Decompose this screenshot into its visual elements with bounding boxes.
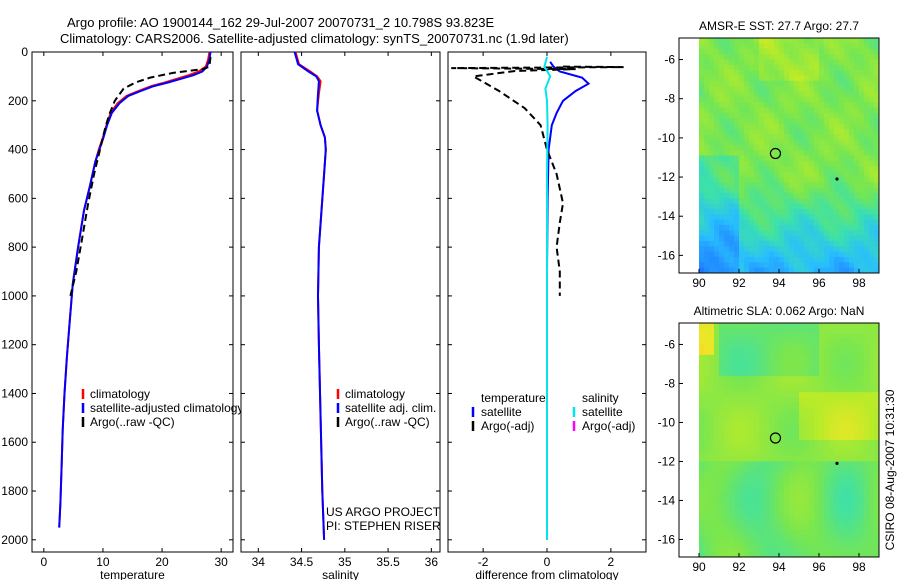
title-line-1: Argo profile: AO 1900144_162 29-Jul-2007… xyxy=(67,15,495,30)
title-line-2: Climatology: CARS2006. Satellite-adjuste… xyxy=(60,31,569,46)
y-tick-label: -12 xyxy=(658,454,676,468)
y-tick-label: -10 xyxy=(658,131,676,145)
legend-entry: satellite xyxy=(582,405,623,419)
x-tick-label: 10 xyxy=(96,555,110,569)
y-tick-label: 1800 xyxy=(1,484,28,498)
y-tick-label: -14 xyxy=(658,493,676,507)
y-tick-label: 600 xyxy=(8,191,28,205)
plot-frame-temperature xyxy=(31,51,234,553)
legend-entry: satellite adj. clim. xyxy=(345,401,436,415)
x-axis-label: difference from climatology xyxy=(475,568,618,580)
y-tick-label: -10 xyxy=(658,415,676,429)
y-tick-label: -8 xyxy=(664,92,675,106)
y-tick-label: 1200 xyxy=(1,338,28,352)
legend-entry: climatology xyxy=(90,387,150,401)
series-line-satellite-adjusted-climatology xyxy=(58,51,212,528)
annotation-text: US ARGO PROJECT xyxy=(326,505,441,519)
legend-entry: Argo(-adj) xyxy=(481,419,534,433)
annotation-text: PI: STEPHEN RISER xyxy=(326,519,441,533)
track-point-marker xyxy=(835,461,839,465)
x-axis-label: temperature xyxy=(100,568,165,580)
x-tick-label: 20 xyxy=(155,555,169,569)
x-tick-label: 90 xyxy=(692,276,706,290)
y-tick-label: -12 xyxy=(658,170,676,184)
x-tick-label: 90 xyxy=(692,560,706,574)
y-tick-label: 0 xyxy=(21,45,28,59)
x-tick-label: 36 xyxy=(425,555,439,569)
x-tick-label: 92 xyxy=(732,276,746,290)
series-line-satellite-adj-clim- xyxy=(293,51,327,540)
x-tick-label: 94 xyxy=(772,560,786,574)
float-position-marker xyxy=(769,147,782,160)
y-tick-label: 200 xyxy=(8,94,28,108)
panel-temperature: 0 10 20 30 temperature 0 200 400 600 800 1000 1200 1… xyxy=(1,45,243,580)
x-tick-label: 0 xyxy=(40,555,47,569)
map-title: Altimetric SLA: 0.062 Argo: NaN xyxy=(694,304,865,318)
float-position-marker xyxy=(769,432,782,444)
legend-entry: climatology xyxy=(345,387,405,401)
credit-text: CSIRO 08-Aug-2007 10:31:30 xyxy=(883,389,897,550)
series-line-temperature-argo-adj- xyxy=(451,65,624,296)
legend-entry: satellite xyxy=(481,405,522,419)
x-tick-label: 98 xyxy=(852,276,866,290)
legend-entry: Argo(..raw -QC) xyxy=(345,415,430,429)
legend-header: temperature xyxy=(481,391,546,405)
y-tick-label: 800 xyxy=(8,240,28,254)
map-title: AMSR-E SST: 27.7 Argo: 27.7 xyxy=(699,19,859,33)
y-tick-label: 1000 xyxy=(1,289,28,303)
y-tick-label: -14 xyxy=(658,209,676,223)
panel-salinity: 34 34.5 35 35.5 36 salinity climatologysatelli… xyxy=(240,51,441,580)
x-tick-label: 34 xyxy=(252,555,266,569)
y-tick-label: 1400 xyxy=(1,386,28,400)
heatmap-cells-sst_map xyxy=(699,38,880,274)
y-tick-label: 2000 xyxy=(1,533,28,547)
x-tick-label: 2 xyxy=(608,555,615,569)
y-tick-label: -8 xyxy=(664,376,675,390)
legend-header: salinity xyxy=(582,391,619,405)
track-point-marker xyxy=(835,177,839,181)
x-tick-label: 96 xyxy=(812,276,826,290)
x-tick-label: 96 xyxy=(812,560,826,574)
series-line-argo-raw-qc- xyxy=(69,56,212,297)
legend-entry: satellite-adjusted climatology xyxy=(90,401,243,415)
y-tick-label: -6 xyxy=(664,53,675,67)
x-axis-label: salinity xyxy=(322,568,359,580)
y-tick-label: -16 xyxy=(658,532,676,546)
y-tick-label: -16 xyxy=(658,248,676,262)
y-tick-label: 1600 xyxy=(1,435,28,449)
x-tick-label: -2 xyxy=(478,555,489,569)
x-tick-label: 35.5 xyxy=(376,555,400,569)
y-tick-label: 400 xyxy=(8,143,28,157)
x-tick-label: 34.5 xyxy=(290,555,314,569)
legend-entry: Argo(-adj) xyxy=(582,419,635,433)
heatmap-cells-sla_map xyxy=(699,323,880,558)
x-tick-label: 94 xyxy=(772,276,786,290)
x-tick-label: 98 xyxy=(852,560,866,574)
x-tick-label: 30 xyxy=(214,555,228,569)
x-tick-label: 35 xyxy=(338,555,352,569)
x-tick-label: 0 xyxy=(544,555,551,569)
plot-frame-salinity xyxy=(240,51,441,553)
panel-sla_map: 90 92 94 96 98 -6 -8 -10 -12 -14 -16 Altimetric SLA… xyxy=(658,304,880,574)
x-tick-label: 92 xyxy=(732,560,746,574)
series-line-salinity-satellite xyxy=(543,56,552,540)
panel-sst_map: 90 92 94 96 98 -6 -8 -10 -12 -14 -16 AMSR-E SST: 27… xyxy=(658,19,880,290)
y-tick-label: -6 xyxy=(664,337,675,351)
legend-entry: Argo(..raw -QC) xyxy=(90,415,175,429)
